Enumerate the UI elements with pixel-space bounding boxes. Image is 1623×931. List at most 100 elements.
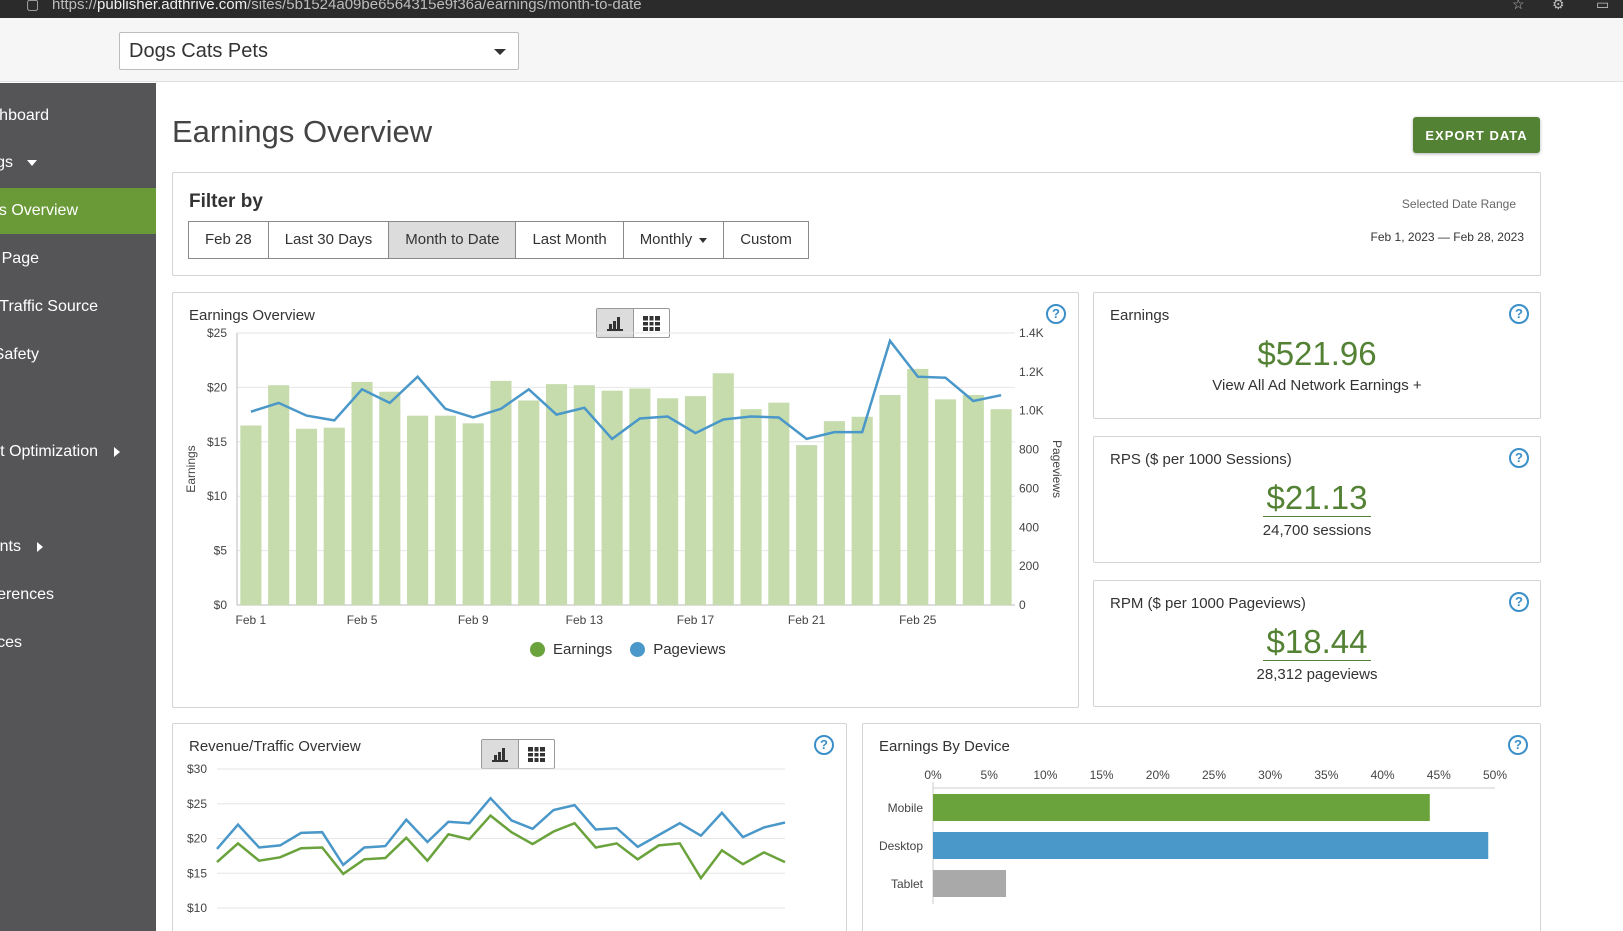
y-tick-label: $20 bbox=[187, 832, 207, 846]
revenue-traffic-chart-panel: Revenue/Traffic Overview ? $10 $15 $20 $25 $… bbox=[172, 723, 847, 931]
stat-title: RPM ($ per 1000 Pageviews) bbox=[1110, 595, 1306, 612]
x-tick-label: 5% bbox=[981, 768, 999, 782]
favorite-icon[interactable]: ☆ bbox=[1512, 0, 1525, 12]
sidebar-item-earnings-overview[interactable]: gs Overview bbox=[0, 188, 156, 234]
help-icon[interactable]: ? bbox=[814, 735, 834, 755]
bar bbox=[573, 385, 595, 605]
date-range-label: Selected Date Range bbox=[1401, 197, 1516, 211]
rpm-value: $18.44 bbox=[1094, 623, 1540, 661]
sidebar-item-label: Safety bbox=[0, 346, 39, 363]
help-icon[interactable]: ? bbox=[1509, 592, 1529, 612]
browser-address-bar: ▢ https://publisher.adthrive.com/sites/5… bbox=[0, 0, 1623, 18]
help-icon[interactable]: ? bbox=[1509, 304, 1529, 324]
chevron-down-icon bbox=[699, 237, 708, 243]
rps-value: $21.13 bbox=[1094, 479, 1540, 517]
sidebar-item-preferences[interactable]: ferences bbox=[0, 572, 156, 618]
sidebar-item-label: / Page bbox=[0, 250, 39, 267]
legend-item-pageviews[interactable]: Pageviews bbox=[630, 641, 726, 658]
sidebar-item-optimization[interactable]: nt Optimization bbox=[0, 429, 156, 475]
filter-last-30-days-button[interactable]: Last 30 Days bbox=[267, 221, 390, 259]
sidebar-item-dashboard[interactable]: hboard bbox=[0, 93, 156, 139]
filter-panel: Filter by Feb 28 Last 30 Days Month to D… bbox=[172, 172, 1541, 276]
x-tick-label: Feb 21 bbox=[788, 613, 826, 627]
y2-tick-label: 1.2K bbox=[1019, 365, 1044, 379]
sidebar-item-by-traffic-source[interactable]: / Traffic Source bbox=[0, 284, 156, 330]
chart-view-button[interactable] bbox=[482, 740, 518, 768]
legend-swatch bbox=[530, 642, 545, 657]
collections-icon[interactable]: ▭ bbox=[1596, 0, 1610, 12]
sessions-count: 24,700 sessions bbox=[1262, 522, 1372, 539]
y2-tick-label: 0 bbox=[1019, 598, 1026, 612]
bar bbox=[407, 415, 429, 605]
legend-swatch bbox=[630, 642, 646, 657]
page-title: Earnings Overview bbox=[172, 114, 433, 149]
y-tick-label: $0 bbox=[214, 598, 228, 612]
bar bbox=[879, 395, 901, 605]
x-tick-label: 10% bbox=[1033, 768, 1057, 782]
chart-view-toggle bbox=[481, 739, 555, 769]
series-line bbox=[216, 796, 786, 867]
rps-value-text: $21.13 bbox=[1262, 479, 1372, 517]
export-data-button[interactable]: EXPORT DATA bbox=[1413, 117, 1540, 153]
filter-last-month-button[interactable]: Last Month bbox=[515, 221, 624, 259]
help-icon[interactable]: ? bbox=[1509, 448, 1529, 468]
y-tick-label: $20 bbox=[207, 380, 227, 394]
y-tick-label: $5 bbox=[214, 544, 228, 558]
sidebar-item-safety[interactable]: Safety bbox=[0, 332, 156, 378]
filter-monthly-dropdown[interactable]: Monthly bbox=[622, 221, 725, 259]
help-icon[interactable]: ? bbox=[1508, 735, 1528, 755]
device-bar bbox=[933, 870, 1007, 897]
earnings-stat-panel: Earnings ? $521.96 View All Ad Network E… bbox=[1093, 292, 1541, 419]
x-tick-label: 45% bbox=[1427, 768, 1451, 782]
table-view-button[interactable] bbox=[518, 740, 554, 768]
sidebar-item-label: nts bbox=[0, 538, 21, 555]
legend-item-earnings[interactable]: Earnings bbox=[530, 641, 612, 658]
y-tick-label: $30 bbox=[187, 762, 207, 776]
chart-title: Earnings Overview bbox=[189, 307, 315, 324]
url-path: /sites/5b1524a09be6564315e9f36a/earnings… bbox=[247, 0, 642, 13]
filter-month-to-date-button[interactable]: Month to Date bbox=[388, 221, 517, 259]
sidebar-item-earnings[interactable]: gs bbox=[0, 140, 156, 186]
x-tick-label: 20% bbox=[1146, 768, 1170, 782]
settings-icon[interactable]: ⚙ bbox=[1552, 0, 1565, 12]
x-tick-label: 30% bbox=[1258, 768, 1282, 782]
view-all-ad-network-earnings-link[interactable]: View All Ad Network Earnings + bbox=[1212, 377, 1422, 394]
earnings-value: $521.96 bbox=[1257, 335, 1377, 372]
earnings-overview-chart-panel: Earnings Overview ? $0 $5 $10 $15 $20 $25 0 200… bbox=[172, 292, 1079, 708]
y-tick-label: $25 bbox=[187, 797, 207, 811]
help-icon[interactable]: ? bbox=[1046, 304, 1066, 324]
chart-title: Earnings By Device bbox=[879, 738, 1010, 755]
sidebar-item-payments[interactable]: nts bbox=[0, 524, 156, 570]
sidebar-item-label: gs Overview bbox=[0, 202, 78, 219]
sidebar-item-by-page[interactable]: / Page bbox=[0, 236, 156, 282]
y2-tick-label: 400 bbox=[1019, 520, 1039, 534]
bar bbox=[379, 391, 401, 605]
y-axis-label: Earnings bbox=[184, 445, 198, 492]
chart-view-button[interactable] bbox=[597, 309, 633, 337]
table-view-button[interactable] bbox=[633, 309, 669, 337]
bar bbox=[518, 400, 540, 605]
filter-button-group: Feb 28 Last 30 Days Month to Date Last M… bbox=[188, 221, 809, 259]
filter-feb-28-button[interactable]: Feb 28 bbox=[188, 221, 269, 259]
sidebar-item-resources[interactable]: ces bbox=[0, 620, 156, 666]
filter-button-label: Month to Date bbox=[405, 231, 500, 248]
chevron-down-icon bbox=[494, 49, 506, 55]
url-prefix: https:// bbox=[52, 0, 98, 13]
filter-button-label: Custom bbox=[740, 231, 792, 248]
url-text[interactable]: https://publisher.adthrive.com/sites/5b1… bbox=[52, 0, 642, 13]
y2-tick-label: 800 bbox=[1019, 443, 1039, 457]
site-selector[interactable]: Dogs Cats Pets bbox=[119, 32, 519, 70]
bar bbox=[462, 423, 484, 605]
y2-tick-label: 600 bbox=[1019, 481, 1039, 495]
y-tick-label: $25 bbox=[207, 326, 227, 340]
y2-axis-label: Pageviews bbox=[1050, 440, 1064, 498]
stat-title: RPS ($ per 1000 Sessions) bbox=[1110, 451, 1292, 468]
earnings-by-device-chart: 0% 5% 10% 15% 20% 25% 30% 35% 40% 45% 50% Mobile Des… bbox=[879, 768, 1507, 904]
stat-title: Earnings bbox=[1110, 307, 1170, 324]
filter-custom-button[interactable]: Custom bbox=[723, 221, 809, 259]
x-tick-label: 35% bbox=[1314, 768, 1338, 782]
bar bbox=[712, 373, 734, 605]
bar bbox=[907, 368, 929, 605]
x-tick-label: Feb 17 bbox=[677, 613, 715, 627]
earnings-by-device-panel: Earnings By Device ? 0% 5% 10% 15% 20% 25% 30%… bbox=[862, 723, 1541, 931]
